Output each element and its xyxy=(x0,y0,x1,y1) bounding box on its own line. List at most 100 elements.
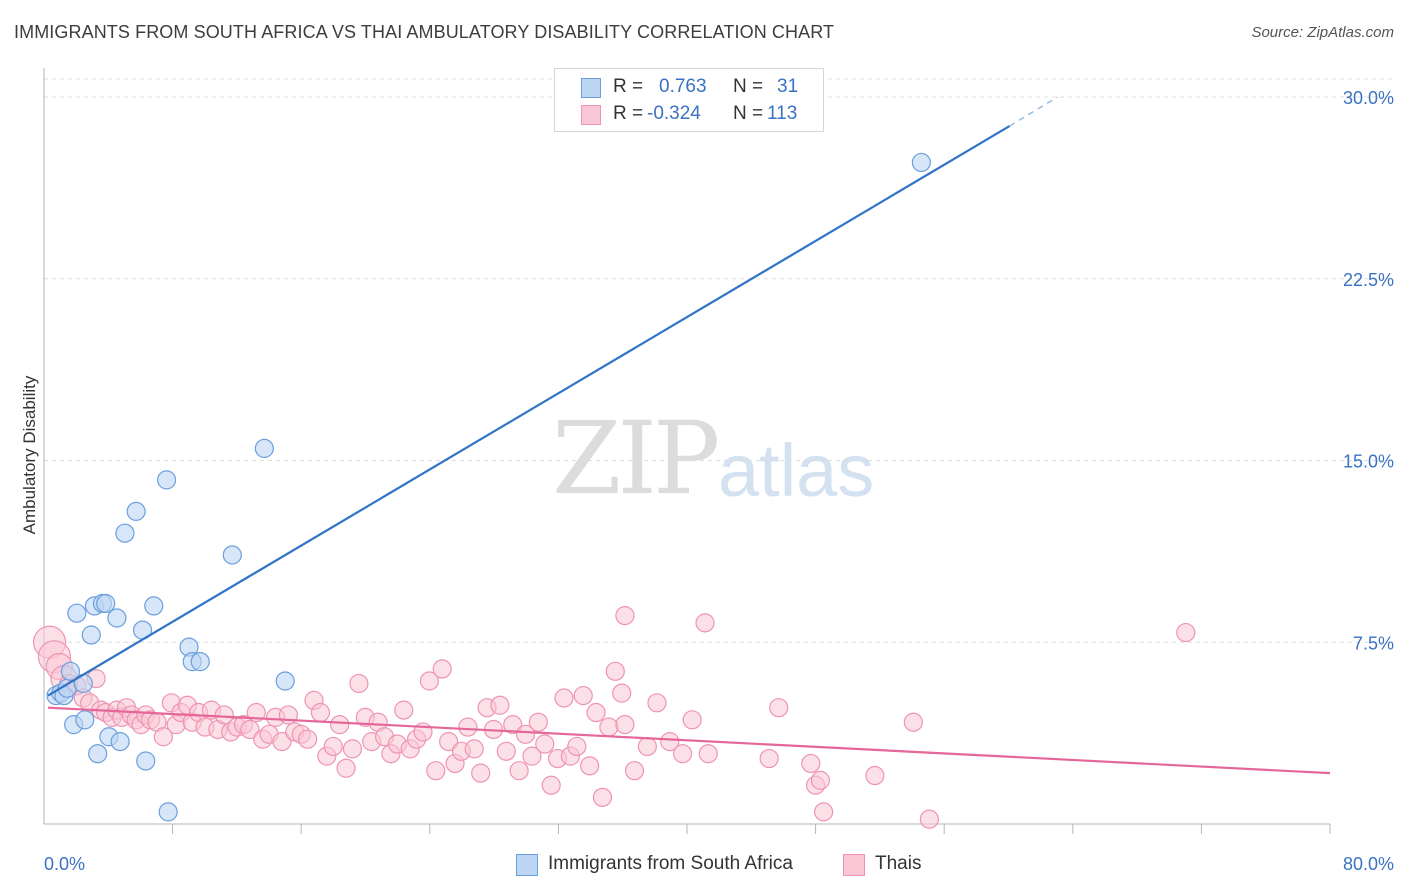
thais-point xyxy=(310,702,331,723)
thais-point xyxy=(637,736,657,757)
south-africa-point xyxy=(156,470,177,490)
thais-point xyxy=(323,736,343,757)
thais-point xyxy=(528,712,548,732)
south-africa-point xyxy=(254,438,274,458)
south-africa-point xyxy=(110,732,130,752)
thais-point xyxy=(153,727,173,747)
thais-point xyxy=(698,744,718,764)
south-africa-point xyxy=(75,710,95,730)
thais-point xyxy=(496,741,516,761)
watermark-atlas: atlas xyxy=(718,429,875,512)
x-tick-label: 80.0% xyxy=(1343,854,1394,874)
legend-r-value: -0.324 xyxy=(647,103,701,124)
south-africa-point xyxy=(60,661,81,681)
thais-point xyxy=(919,809,939,829)
trend-line-thais xyxy=(47,706,1331,775)
south-africa-point xyxy=(190,652,210,672)
thais-point xyxy=(672,744,693,764)
legend-row-thais: R = -0.324 N = 113 xyxy=(555,101,823,127)
legend-label: Immigrants from South Africa xyxy=(548,853,793,874)
south-africa-point xyxy=(144,596,164,616)
thais-point xyxy=(240,719,260,740)
thais-point xyxy=(615,605,635,626)
thais-point xyxy=(298,729,318,749)
thais-point xyxy=(535,734,555,754)
thais-point xyxy=(814,802,834,822)
thais-point xyxy=(515,724,536,744)
thais-point xyxy=(426,761,446,781)
thais-point xyxy=(682,710,702,730)
thais-point xyxy=(769,698,789,718)
thais-point xyxy=(759,748,779,769)
thais-point xyxy=(214,705,234,725)
south-africa-point xyxy=(136,751,156,771)
thais-point xyxy=(272,732,292,752)
y-tick-label: 30.0% xyxy=(1343,88,1394,108)
south-africa-point xyxy=(911,152,931,173)
thais-point xyxy=(342,739,363,759)
gridlines xyxy=(44,78,1394,643)
thais-point xyxy=(541,775,561,795)
legend-label: Thais xyxy=(875,853,922,874)
legend-swatch-pink xyxy=(843,854,865,876)
thais-point xyxy=(394,700,414,720)
axes xyxy=(43,68,1331,834)
y-axis-label: Ambulatory Disability xyxy=(20,375,39,535)
south-africa-point xyxy=(67,603,87,623)
thais-point xyxy=(592,787,613,807)
thais-point xyxy=(330,715,350,735)
thais-point xyxy=(615,715,635,735)
south-africa-point xyxy=(96,593,116,614)
thais-point xyxy=(503,715,523,735)
thais-point xyxy=(1176,622,1196,643)
thais-point xyxy=(586,702,606,723)
thais-point xyxy=(471,763,491,783)
thais-point xyxy=(509,761,529,781)
south-africa-point xyxy=(88,744,108,764)
thais-point xyxy=(439,732,459,752)
thais-point xyxy=(458,717,478,737)
legend-n-value: 113 xyxy=(767,103,798,124)
legend-n-label: N = xyxy=(733,103,764,124)
thais-point xyxy=(580,756,600,776)
south-africa-point xyxy=(126,501,146,521)
legend-n-label: N = xyxy=(733,76,764,97)
tick-labels: 7.5% 15.0% 22.5% 30.0% 0.0% 80.0% xyxy=(44,88,1394,874)
legend-n-value: 31 xyxy=(777,76,799,97)
south-africa-point xyxy=(222,545,242,565)
y-tick-label: 7.5% xyxy=(1353,633,1394,653)
legend-r-label: R = xyxy=(613,76,644,97)
south-africa-point xyxy=(107,608,127,628)
legend-row-south-africa: R = 0.763 N = 31 xyxy=(555,74,823,100)
source-label: Source: ZipAtlas.com xyxy=(1251,24,1394,41)
thais-point xyxy=(660,732,680,752)
thais-point xyxy=(903,712,923,732)
trend-lines xyxy=(47,96,1331,775)
y-tick-label: 15.0% xyxy=(1343,452,1394,472)
thais-point xyxy=(599,717,619,737)
trend-line-extension xyxy=(1009,96,1058,127)
thais-point xyxy=(349,673,369,694)
south-africa-point xyxy=(81,625,101,645)
thais-point xyxy=(810,770,831,790)
thais-point xyxy=(573,685,593,706)
thais-point xyxy=(336,758,356,778)
x-tick-label: 0.0% xyxy=(44,854,85,874)
chart-title: IMMIGRANTS FROM SOUTH AFRICA VS THAI AMB… xyxy=(14,22,835,42)
thais-point xyxy=(554,688,574,708)
watermark-zip: ZIP xyxy=(552,400,720,517)
thais-point xyxy=(464,739,484,759)
south-africa-points xyxy=(46,152,931,822)
thais-point xyxy=(695,613,715,633)
legend-swatch-blue xyxy=(581,78,601,98)
correlation-legend: R = 0.763 N = 31 R = -0.324 N = 113 xyxy=(554,68,824,132)
thais-point xyxy=(490,695,510,715)
legend-swatch-blue xyxy=(516,854,538,876)
legend-r-value: 0.763 xyxy=(659,76,707,97)
legend-r-label: R = xyxy=(613,103,644,124)
thais-point xyxy=(865,765,885,786)
thais-point xyxy=(522,746,542,766)
trend-line-south-africa xyxy=(47,125,1011,697)
thais-point xyxy=(605,661,625,681)
